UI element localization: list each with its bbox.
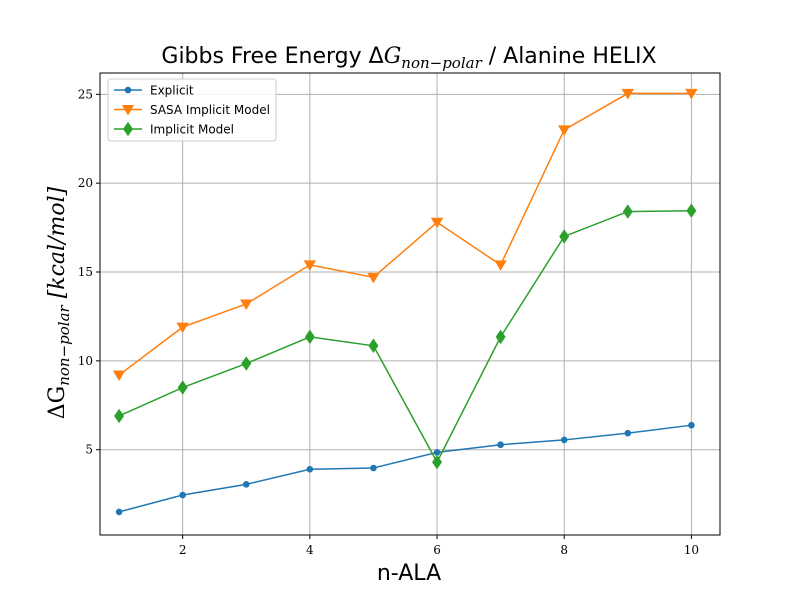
- ticks: 2 4 6 8 10 5 10 15 20 25: [78, 87, 699, 557]
- legend-label: SASA Implicit Model: [150, 103, 270, 117]
- y-tick-label: 20: [78, 176, 93, 190]
- legend-marker: [121, 104, 135, 116]
- y-tick-label: 5: [85, 443, 93, 457]
- data-point: [560, 436, 568, 444]
- legend-label: Explicit: [150, 84, 194, 98]
- series-line: [118, 209, 692, 464]
- y-tick-label: 10: [78, 354, 93, 368]
- title-delta: Δ: [369, 44, 384, 69]
- y-tick-label: 15: [78, 265, 93, 279]
- data-point: [177, 380, 188, 395]
- data-point: [306, 465, 314, 473]
- x-tick-label: 10: [684, 543, 699, 557]
- y-label-units: [kcal/mol]: [45, 186, 70, 305]
- y-tick-label: 25: [78, 87, 93, 101]
- data-point: [240, 299, 253, 311]
- data-point: [495, 329, 506, 345]
- data-point: [624, 429, 632, 437]
- data-point: [432, 454, 443, 470]
- data-point: [621, 88, 634, 100]
- series-2: [114, 203, 697, 470]
- data-point: [368, 338, 379, 353]
- legend-label: Implicit Model: [150, 123, 234, 137]
- data-point: [303, 260, 317, 271]
- legend-marker: [123, 121, 133, 137]
- data-point: [497, 441, 504, 449]
- data-point: [370, 464, 377, 472]
- data-point: [176, 322, 189, 334]
- x-tick-label: 4: [306, 543, 314, 557]
- data-point: [558, 125, 571, 136]
- data-point: [622, 204, 633, 219]
- data-point: [433, 449, 441, 456]
- title-prefix: Gibbs Free Energy: [161, 44, 368, 69]
- series-line: [118, 424, 692, 513]
- x-tick-label: 2: [179, 543, 187, 557]
- title-subscript: non−polar: [401, 54, 482, 72]
- data-point: [686, 203, 697, 218]
- title-symbol: G: [384, 44, 402, 69]
- data-point: [688, 421, 695, 429]
- data-point: [430, 217, 444, 229]
- data-point: [112, 370, 126, 382]
- x-axis-label: n-ALA: [377, 561, 441, 586]
- data-point: [179, 491, 186, 499]
- legend-box: [107, 78, 277, 142]
- x-tick-label: 6: [433, 543, 441, 557]
- title-suffix: / Alanine HELIX: [482, 44, 657, 69]
- data-point: [114, 408, 125, 424]
- data-point: [241, 356, 252, 371]
- x-tick-label: 8: [560, 543, 568, 557]
- y-label-subscript: non−polar: [55, 304, 73, 385]
- series-1: [112, 88, 698, 382]
- data-point: [685, 88, 698, 100]
- grid: [100, 73, 720, 535]
- legend: Explicit SASA Implicit Model Implicit Mode…: [107, 78, 277, 142]
- data-point: [494, 260, 507, 271]
- series-line: [118, 92, 692, 376]
- series-layer: [112, 88, 698, 516]
- data-point: [115, 508, 123, 516]
- y-label-delta: ΔG: [45, 386, 70, 419]
- data-point: [242, 481, 250, 488]
- data-point: [367, 272, 380, 284]
- y-axis-label: ΔGnon−polar [kcal/mol]: [45, 186, 73, 419]
- legend-marker: [124, 86, 132, 94]
- data-point: [304, 329, 315, 345]
- data-point: [559, 229, 570, 244]
- series-0: [115, 421, 695, 516]
- plot-frame: [99, 72, 721, 536]
- chart-title: Gibbs Free Energy ΔGnon−polar / Alanine …: [161, 44, 656, 72]
